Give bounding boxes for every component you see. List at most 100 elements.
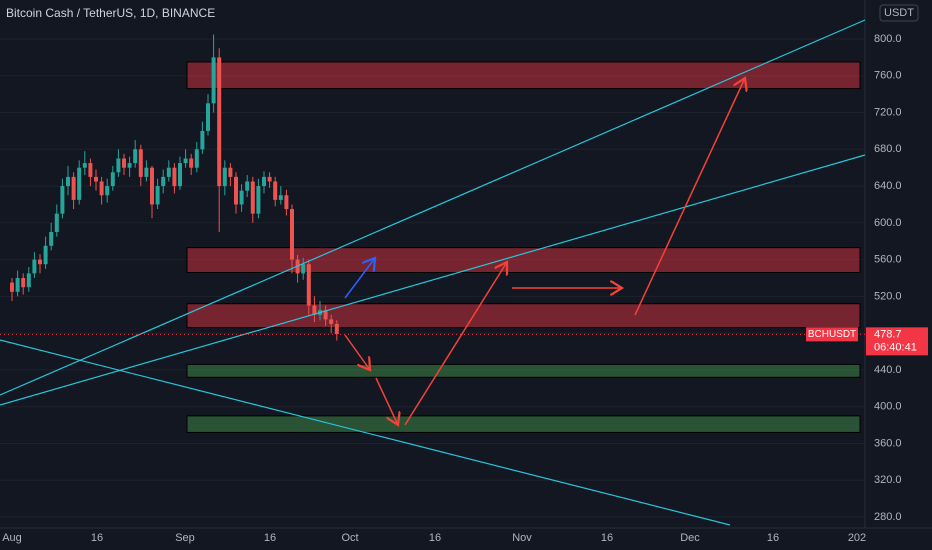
candle-body xyxy=(116,158,121,173)
candle-body xyxy=(66,176,70,187)
candle-body xyxy=(94,176,98,182)
candle-body xyxy=(206,103,210,131)
price-tick-label: 440.0 xyxy=(874,364,902,376)
time-tick-label: Aug xyxy=(2,532,22,544)
price-tick-label: 280.0 xyxy=(874,511,902,523)
time-tick-label: Nov xyxy=(512,532,532,544)
trendlines xyxy=(0,19,866,526)
candle-body xyxy=(127,163,132,168)
candle-body xyxy=(133,149,138,164)
trendline xyxy=(0,339,731,526)
price-tick-label: 400.0 xyxy=(874,401,902,413)
price-tick-label: 640.0 xyxy=(874,180,902,192)
candle-body xyxy=(306,264,311,306)
arrow xyxy=(344,334,370,370)
candle-body xyxy=(82,163,87,168)
candle-body xyxy=(284,195,289,210)
candle-body xyxy=(32,259,37,274)
arrow xyxy=(404,262,507,426)
price-tick-label: 680.0 xyxy=(874,143,902,155)
symbol-tag xyxy=(806,327,858,342)
candle-body xyxy=(105,186,110,196)
price-tick-label: 520.0 xyxy=(874,290,902,302)
candle-body xyxy=(323,310,328,320)
arrow xyxy=(344,258,375,299)
price-tag xyxy=(866,327,928,356)
candle-body xyxy=(200,130,205,150)
candle-body xyxy=(194,149,199,168)
candle-body xyxy=(228,167,233,177)
candle-body xyxy=(122,158,126,168)
candle-body xyxy=(71,176,76,200)
candle-body xyxy=(189,158,194,168)
currency-button[interactable] xyxy=(879,4,919,22)
candle-body xyxy=(161,176,166,187)
arrow xyxy=(375,377,398,425)
candle-body xyxy=(88,163,93,177)
symbol-title: Bitcoin Cash / TetherUS, 1D, BINANCE xyxy=(6,6,215,20)
time-tick-label: 16 xyxy=(264,532,276,544)
price-tick-label: 560.0 xyxy=(874,254,902,266)
candle-body xyxy=(329,319,334,324)
price-tick-label: 360.0 xyxy=(874,437,902,449)
candle-body xyxy=(273,181,278,200)
time-tick-label: 16 xyxy=(601,532,613,544)
zone xyxy=(186,303,861,329)
countdown-text: 06:40:41 xyxy=(874,341,917,353)
candle-body xyxy=(99,181,104,196)
time-tick-label: 16 xyxy=(767,532,779,544)
time-tick-label: 202 xyxy=(848,532,866,544)
symbol-tag-text: BCHUSDT xyxy=(808,329,856,340)
price-tick-label: 600.0 xyxy=(874,217,902,229)
candle-body xyxy=(256,186,261,214)
candle-body xyxy=(166,167,171,177)
candle-body xyxy=(43,245,48,265)
candle-body xyxy=(60,186,65,214)
candle-body xyxy=(290,209,294,260)
candle-body xyxy=(49,232,54,246)
candle-body xyxy=(267,176,272,182)
candle-body xyxy=(211,57,216,104)
candle-body xyxy=(21,278,26,288)
candle-body xyxy=(110,172,115,187)
arrows xyxy=(344,78,745,426)
candle-body xyxy=(217,57,222,187)
price-tag-text: 478.7 xyxy=(874,328,902,340)
time-tick-label: Sep xyxy=(175,532,195,544)
candle-body xyxy=(245,181,250,191)
price-tick-label: 800.0 xyxy=(874,33,902,45)
currency-label[interactable]: USDT xyxy=(884,7,914,19)
price-tick-label: 760.0 xyxy=(874,70,902,82)
candle-body xyxy=(239,190,244,205)
time-tick-label: 16 xyxy=(429,532,441,544)
candle-body xyxy=(144,167,149,177)
candle-body xyxy=(250,181,255,214)
candle-body xyxy=(138,149,143,177)
candle-body xyxy=(183,158,188,164)
candle-body xyxy=(334,323,339,335)
candle-body xyxy=(278,195,283,200)
price-tick-label: 320.0 xyxy=(874,474,902,486)
zone xyxy=(186,247,861,273)
candle-body xyxy=(15,278,20,292)
candle-body xyxy=(172,167,177,187)
time-tick-label: Oct xyxy=(341,532,358,544)
candle-body xyxy=(150,167,154,205)
candle-body xyxy=(301,264,306,274)
candle-body xyxy=(312,305,317,315)
candle-body xyxy=(178,163,182,187)
time-tick-label: 16 xyxy=(91,532,103,544)
candle-body xyxy=(155,186,160,205)
zone xyxy=(186,363,861,378)
candle-body xyxy=(77,167,82,200)
trendline xyxy=(0,154,866,406)
candle-body xyxy=(222,167,227,187)
price-tick-label: 720.0 xyxy=(874,106,902,118)
time-tick-label: Dec xyxy=(680,532,700,544)
candle-body xyxy=(262,176,266,187)
candle-body xyxy=(234,176,238,205)
arrow xyxy=(634,78,745,316)
candle-body xyxy=(54,213,59,233)
candle-body xyxy=(38,259,42,265)
